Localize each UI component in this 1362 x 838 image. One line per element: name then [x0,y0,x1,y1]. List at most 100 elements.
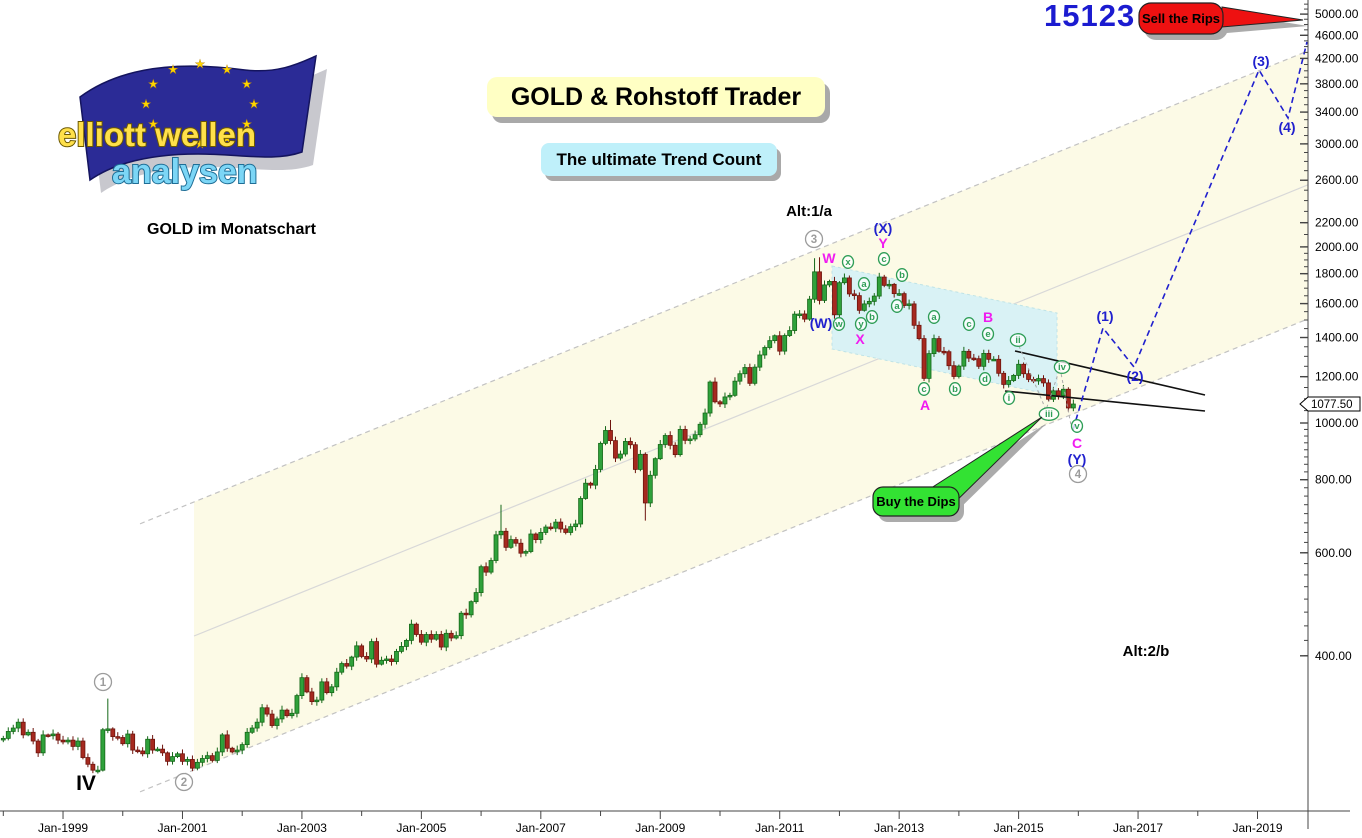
x-axis-label: Jan-2009 [635,821,685,835]
green-circled-wave-label [981,327,995,341]
candle-body [1041,378,1046,384]
wave-label-text: ii [1015,335,1020,346]
gray-circled-wave-label [174,772,194,792]
candle-body [568,526,574,533]
candle-body [145,738,151,755]
candle-body [483,566,489,573]
candle-body [160,748,165,754]
green-circled-wave-label [865,310,879,324]
candle-body [1001,372,1007,385]
candle-body [344,663,350,667]
candle-body [851,293,857,297]
candle-body [782,335,788,352]
candle-body [190,759,195,769]
eu-flag-stars-icon: ★ ★ ★ ★ ★ ★ ★ ★ ★ ★ ★ ★ [140,57,259,151]
candle-body [374,641,379,665]
sell-the-rips-banner-rect [1138,2,1224,35]
sell-the-rips-banner: Sell the Rips [1138,2,1308,40]
buy-the-dips-banner-rect [872,486,960,517]
candle-body [120,737,126,745]
candle-body [299,677,305,696]
candle-body [423,634,429,643]
candle-body [40,734,46,754]
wave-label-text: Alt:2/b [1123,643,1170,660]
candle-body [971,357,977,361]
candle-body [886,283,892,287]
candle-body [578,498,584,525]
wave-label-text: a [894,301,900,312]
green-circled-wave-label [857,277,871,291]
green-circled-wave-label [890,299,904,313]
candle-body [488,560,494,573]
wave-label-text: b [869,312,875,323]
candle-body [453,635,459,639]
wave-label-text: (W) [810,315,833,331]
eu-flag [79,54,317,182]
candle-body [359,645,365,657]
wedge-line [1014,350,1206,396]
wave-label-text: (X) [874,220,893,236]
candle-body [513,539,519,544]
candle-body [896,293,902,296]
candle-body [548,526,554,530]
candle-body [583,482,589,499]
wave-label-text: c [881,254,886,265]
candle-body [956,365,962,377]
candle-body [50,733,56,737]
candle-body [254,721,260,729]
wave-label-text: iv [1058,362,1067,373]
wave-label-text: IV [76,772,96,795]
candle-body [573,523,579,528]
candle-body [632,444,638,470]
candle-body [468,601,474,616]
candle-body [199,758,205,763]
candle-body [523,551,529,554]
eu-star-icon: ★ [168,132,179,146]
candle-body [289,712,295,717]
candle-body [817,271,822,301]
candle-body [891,283,897,295]
candle-body [80,740,86,758]
candle-body [871,295,877,302]
candle-body [692,434,698,440]
candle-body [1070,403,1076,409]
candle-body [60,739,66,743]
candle-body [563,528,569,533]
candle-body [35,740,41,754]
candle-body [966,350,972,359]
y-axis-label: 3400.00 [1315,105,1359,119]
candle-body [608,430,613,442]
candle-body [334,671,340,688]
candle-body [767,340,773,348]
green-circled-wave-label [978,372,992,386]
candle-body [473,592,479,603]
current-price-marker: 1077.50 [1299,396,1361,412]
candle-body [837,282,842,316]
candle-body [742,367,748,375]
wedge-line [1004,390,1206,412]
candle-body [90,763,96,771]
eu-star-icon: ★ [148,77,159,91]
candle-body [438,634,444,648]
price-target-number: 15123 [1044,0,1136,33]
wave-label-text: e [985,329,990,340]
candle-body [45,734,51,737]
candle-body [672,444,678,456]
y-axis-label: 3800.00 [1315,77,1359,91]
y-axis-label: 400.00 [1315,649,1352,663]
candle-body [155,748,160,752]
eu-star-icon: ★ [168,62,179,76]
candle-body [185,759,190,762]
candle-body [628,441,633,446]
candle-body [339,663,345,673]
green-circled-wave-label [841,255,855,269]
candle-body [219,734,225,753]
gray-circled-wave-label [1068,464,1088,484]
candle-body [647,474,653,504]
candle-body [757,354,763,368]
candle-body [493,534,499,561]
eu-star-icon: ★ [222,62,233,76]
candle-body [941,350,947,354]
wave-label-text: v [1074,421,1080,432]
candle-body [543,526,549,533]
